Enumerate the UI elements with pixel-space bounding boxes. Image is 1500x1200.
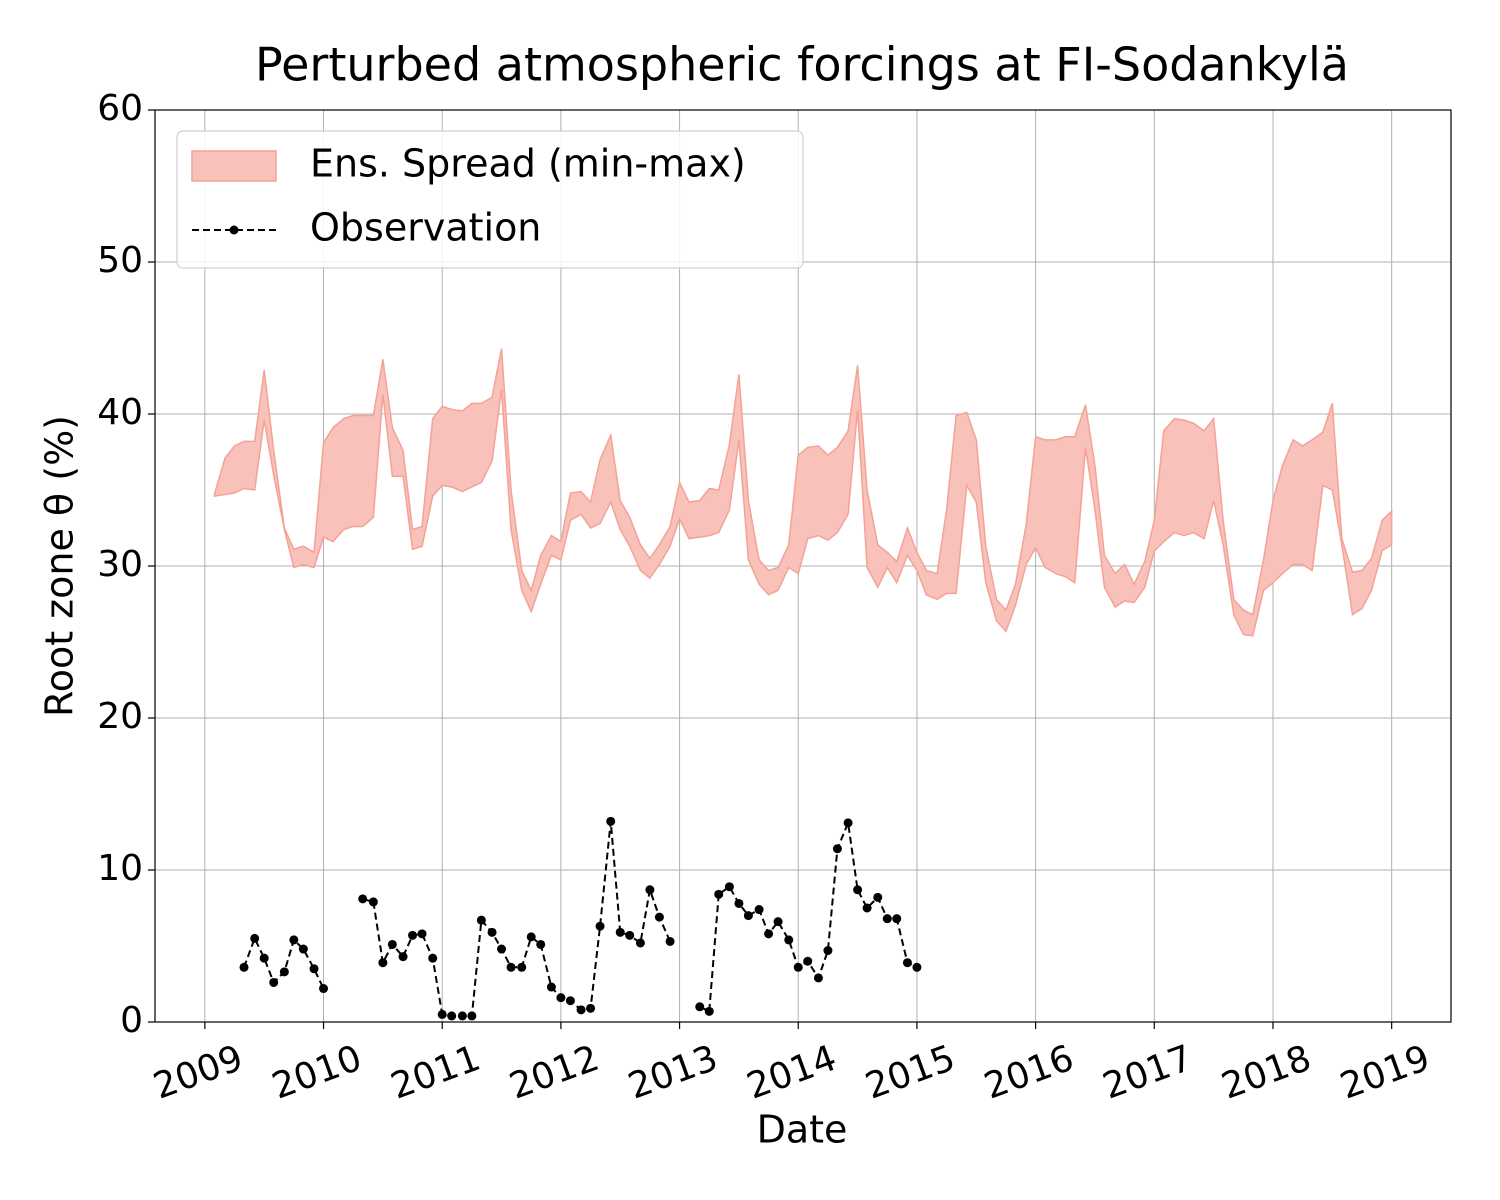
observation-point (487, 927, 497, 937)
y-tick-label: 0 (120, 1000, 143, 1041)
observation-point (704, 1006, 714, 1016)
observation-point (408, 930, 418, 940)
observation-point (695, 1002, 705, 1012)
observation-point (259, 953, 269, 963)
x-tick-label: 2019 (1335, 1038, 1435, 1108)
observation-point (368, 897, 378, 907)
observation-point (832, 844, 842, 854)
observation-point (269, 977, 279, 987)
y-tick-label: 10 (97, 848, 143, 889)
observation-point (576, 1005, 586, 1015)
observation-point (635, 938, 645, 948)
observation-point (556, 993, 566, 1003)
observation-point (654, 912, 664, 922)
observation-point (892, 914, 902, 924)
observation-line (362, 821, 671, 1017)
x-tick-label: 2017 (1098, 1038, 1198, 1108)
observation-point (506, 962, 516, 972)
observation-point (595, 921, 605, 931)
observation-point (279, 967, 289, 977)
plot-frame (154, 109, 1452, 1023)
observation-point (526, 932, 536, 942)
observation-point (912, 962, 922, 972)
observation-point (793, 962, 803, 972)
chart-title: Perturbed atmospheric forcings at FI-Sod… (255, 38, 1349, 92)
observation-point (882, 914, 892, 924)
observation-point (565, 996, 575, 1006)
observation-point (606, 816, 616, 826)
observation-point (764, 929, 774, 939)
legend-label: Ens. Spread (min-max) (310, 142, 746, 186)
x-tick-label: 2016 (979, 1038, 1079, 1108)
observation-point (428, 953, 438, 963)
observation-point (417, 929, 427, 939)
legend-marker (229, 225, 239, 235)
legend-box (176, 130, 804, 269)
x-tick-label: 2009 (148, 1038, 248, 1108)
legend-label: Observation (310, 206, 541, 250)
observation-point (536, 939, 546, 949)
observation-point (378, 958, 388, 968)
observation-point (546, 982, 556, 992)
observation-point (615, 927, 625, 937)
observation-line (243, 935, 325, 989)
observation-point (823, 946, 833, 956)
observation-point (239, 962, 249, 972)
observation-point (714, 889, 724, 899)
observation-point (309, 964, 319, 974)
observation-point (873, 892, 883, 902)
observation-point (813, 973, 823, 983)
observation-point (398, 952, 408, 962)
y-axis-label: Root zone θ (%) (38, 415, 82, 717)
observation-point (754, 905, 764, 915)
observation-point (665, 936, 675, 946)
x-tick-label: 2010 (267, 1038, 367, 1108)
observation-point (853, 885, 863, 895)
observation-point (497, 944, 507, 954)
observation-point (437, 1009, 447, 1019)
x-tick-label: 2015 (860, 1038, 960, 1108)
observation-point (586, 1003, 596, 1013)
observation-point (457, 1011, 467, 1021)
observation-point (625, 930, 635, 940)
observation-point (250, 933, 260, 943)
observation-point (843, 818, 853, 828)
x-axis-label: Date (757, 1108, 848, 1152)
observation-point (773, 917, 783, 927)
observation-point (784, 935, 794, 945)
observation-point (358, 894, 368, 904)
legend-swatch (191, 150, 277, 182)
x-tick-label: 2018 (1216, 1038, 1316, 1108)
y-tick-label: 40 (97, 392, 143, 433)
observation-point (743, 911, 753, 921)
observation-point (645, 885, 655, 895)
y-tick-label: 50 (97, 240, 143, 281)
y-tick-label: 20 (97, 696, 143, 737)
observation-point (902, 958, 912, 968)
observation-point (447, 1011, 457, 1021)
ensemble-band (213, 348, 1393, 637)
x-tick-label: 2012 (504, 1038, 604, 1108)
observation-point (517, 962, 527, 972)
observation-point (476, 915, 486, 925)
observation-point (387, 939, 397, 949)
observation-point (298, 944, 308, 954)
observation-point (724, 882, 734, 892)
observation-point (734, 898, 744, 908)
x-tick-label: 2011 (386, 1038, 486, 1108)
y-tick-label: 60 (97, 88, 143, 129)
observation-point (467, 1011, 477, 1021)
observation-point (803, 956, 813, 966)
observation-point (289, 935, 299, 945)
observation-point (319, 984, 329, 994)
x-tick-label: 2013 (623, 1038, 723, 1108)
y-tick-label: 30 (97, 544, 143, 585)
observation-point (862, 903, 872, 913)
x-tick-label: 2014 (742, 1038, 842, 1108)
